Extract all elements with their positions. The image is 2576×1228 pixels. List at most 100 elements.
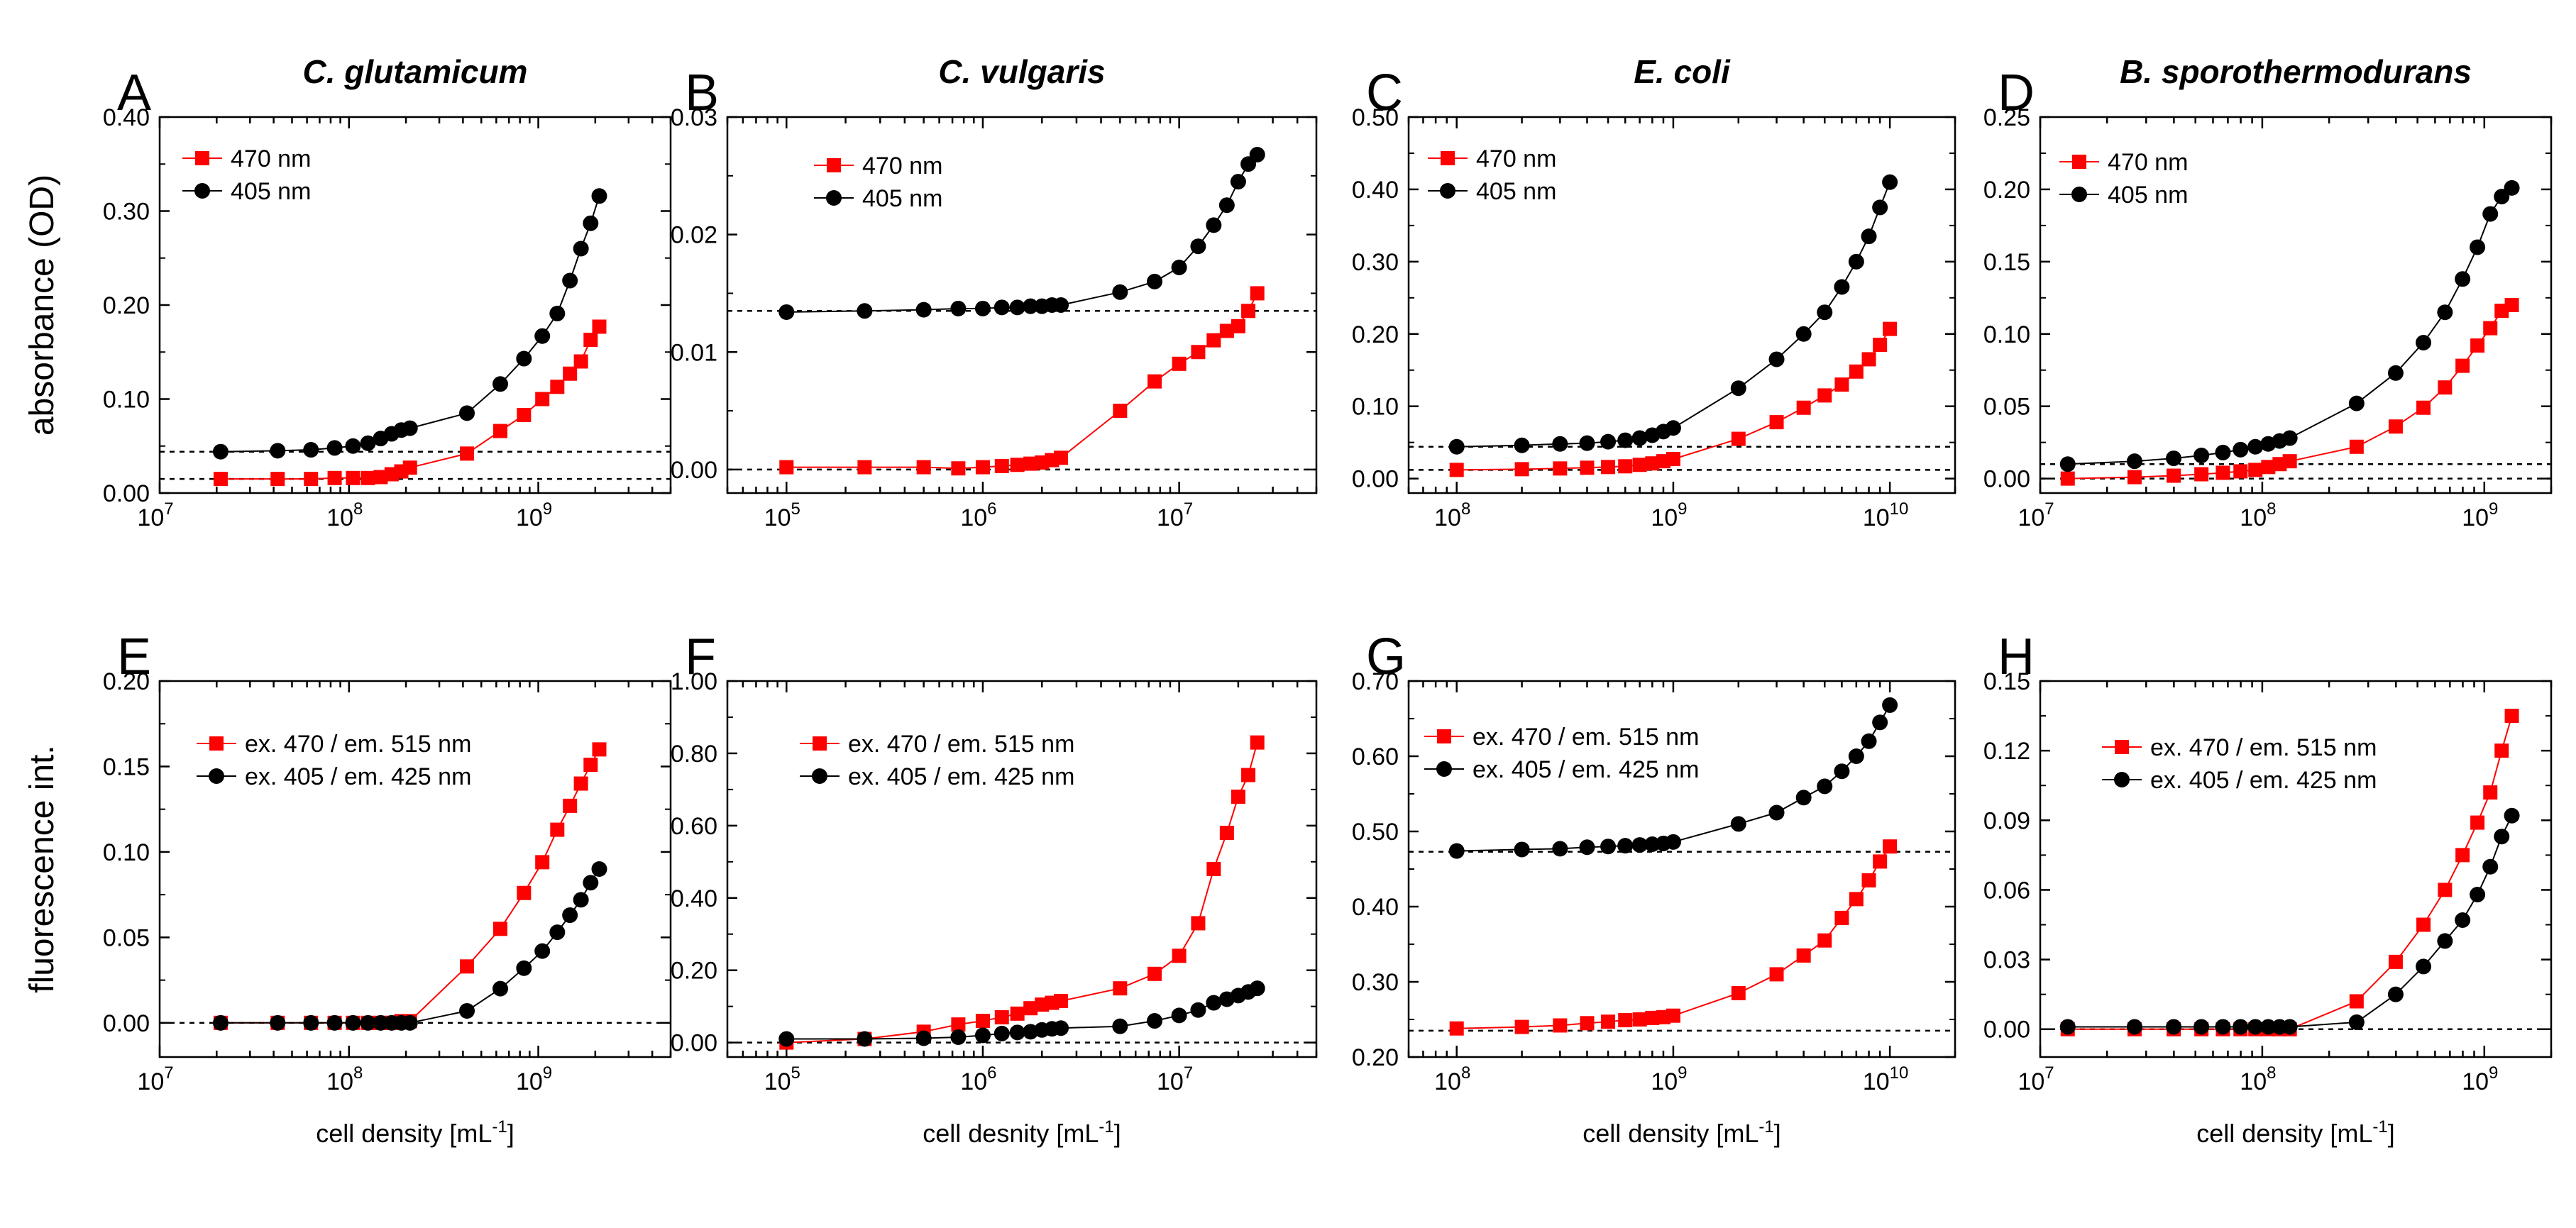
- y-tick-label: 0.00: [103, 1010, 150, 1037]
- data-point: [1231, 319, 1245, 333]
- y-axis-label: fluorescence int.: [23, 745, 61, 993]
- legend-label: 405 nm: [2108, 182, 2188, 209]
- data-point: [1218, 197, 1235, 214]
- y-tick-label: 0.02: [671, 222, 717, 249]
- data-point: [1250, 735, 1265, 750]
- data-point: [1601, 1014, 1616, 1029]
- legend-label: ex. 470 / em. 515 nm: [1473, 724, 1699, 751]
- plot-frame: [726, 680, 1318, 1058]
- data-point: [1113, 404, 1128, 419]
- data-point: [1848, 253, 1864, 270]
- legend: ex. 470 / em. 515 nm ex. 405 / em. 425 nm: [2102, 734, 2377, 794]
- data-point: [1147, 966, 1162, 981]
- data-point: [573, 776, 588, 791]
- legend-marker: [1440, 183, 1455, 199]
- data-point: [1665, 420, 1681, 436]
- data-point: [1601, 460, 1616, 475]
- data-point: [1617, 838, 1634, 854]
- x-tick-label: 107: [137, 499, 173, 531]
- data-point: [1023, 298, 1039, 314]
- y-tick-label: 0.40: [1352, 894, 1399, 921]
- legend-label: ex. 405 / em. 425 nm: [2150, 767, 2377, 794]
- legend-marker: [826, 190, 842, 206]
- x-tick-exponent: 7: [2044, 499, 2054, 519]
- panel-d: D B. sporothermodurans 0.00 0.05 0.10 0.15 0.2…: [1983, 53, 2553, 531]
- legend-label: 405 nm: [231, 178, 311, 205]
- data-point: [2388, 419, 2403, 434]
- data-point: [1053, 1020, 1069, 1036]
- data-point: [373, 1014, 389, 1031]
- x-tick-label: 107: [137, 1063, 173, 1095]
- y-tick-label: 0.30: [1352, 969, 1399, 996]
- x-tick-label: 109: [2462, 499, 2498, 531]
- data-point: [562, 907, 578, 924]
- data-point: [2215, 444, 2231, 460]
- x-tick-base: 10: [1157, 1068, 1184, 1095]
- legend: 470 nm 405 nm: [1428, 145, 1556, 205]
- x-tick-base: 10: [1434, 504, 1461, 531]
- y-tick-label: 0.50: [1352, 819, 1399, 846]
- data-point: [1817, 304, 1833, 321]
- data-point: [1834, 279, 1850, 295]
- data-point: [1054, 994, 1069, 1009]
- x-tick-base: 10: [2018, 1068, 2044, 1095]
- data-point: [402, 420, 418, 436]
- x-tick-label: 109: [516, 1063, 552, 1095]
- data-point: [402, 1014, 418, 1031]
- data-point: [212, 443, 229, 460]
- y-tick-label: 0.20: [1352, 321, 1399, 348]
- series-black: [212, 861, 607, 1031]
- legend: 470 nm 405 nm: [2059, 149, 2188, 209]
- data-point: [1579, 435, 1595, 451]
- data-point: [951, 1017, 966, 1032]
- legend-marker: [209, 768, 224, 784]
- data-point: [1054, 450, 1069, 465]
- data-point: [1644, 836, 1661, 853]
- x-tick-exponent: 7: [164, 499, 173, 519]
- x-tick-base: 10: [137, 504, 164, 531]
- data-point: [304, 472, 319, 487]
- x-tick-label: 105: [764, 499, 800, 531]
- data-point: [2470, 338, 2485, 353]
- data-point: [345, 438, 361, 454]
- y-tick-label: 0.70: [1352, 668, 1399, 695]
- data-point: [460, 446, 475, 461]
- x-tick-label: 109: [1651, 1063, 1687, 1095]
- data-point: [1241, 768, 1256, 782]
- data-point: [975, 1014, 990, 1029]
- data-point: [492, 980, 509, 997]
- data-point: [2482, 206, 2499, 222]
- data-point: [1514, 841, 1530, 858]
- x-axis-label-sup: -1: [492, 1117, 507, 1136]
- x-tick-base: 10: [1157, 504, 1184, 531]
- series-line: [2067, 187, 2513, 465]
- x-tick-exponent: 9: [543, 1063, 552, 1083]
- data-point: [1861, 352, 1876, 367]
- x-tick-exponent: 8: [1461, 499, 1470, 519]
- data-point: [326, 440, 343, 456]
- data-point: [1219, 826, 1234, 841]
- x-tick-exponent: 8: [353, 499, 363, 519]
- data-point: [1768, 804, 1785, 821]
- series-line: [220, 195, 600, 453]
- data-point: [1730, 816, 1746, 832]
- data-point: [1147, 1013, 1163, 1029]
- series-black: [212, 188, 607, 460]
- data-point: [950, 1029, 967, 1045]
- data-point: [1817, 933, 1832, 948]
- x-tick-base: 10: [2018, 504, 2044, 531]
- series-black: [2059, 179, 2520, 472]
- data-point: [213, 472, 228, 487]
- data-point: [1872, 714, 1888, 731]
- data-point: [915, 302, 932, 318]
- data-point: [1730, 380, 1746, 397]
- data-point: [517, 885, 532, 900]
- data-point: [2455, 848, 2470, 863]
- data-point: [2166, 1019, 2182, 1035]
- x-tick-base: 10: [1434, 1068, 1461, 1095]
- data-point: [1113, 981, 1128, 996]
- x-tick-exponent: 8: [353, 1063, 363, 1083]
- data-point: [2059, 456, 2076, 472]
- data-point: [1171, 1007, 1187, 1024]
